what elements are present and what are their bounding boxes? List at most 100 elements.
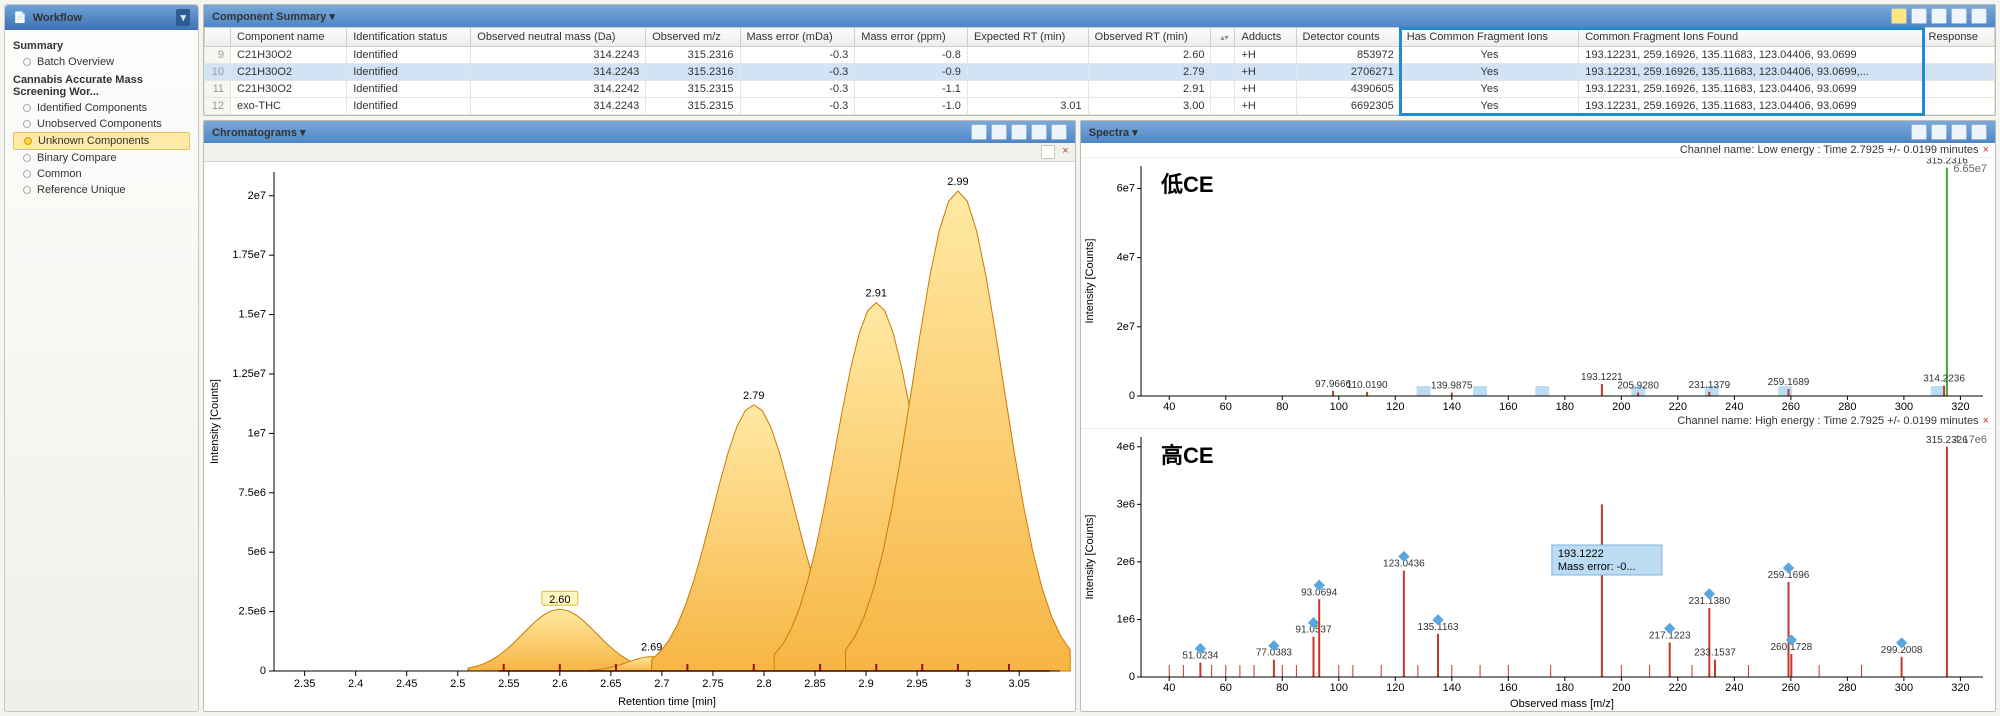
svg-text:205.9280: 205.9280 — [1617, 381, 1659, 392]
svg-text:1.5e7: 1.5e7 — [238, 309, 266, 321]
sidebar-item[interactable]: Identified Components — [13, 100, 190, 116]
high-ce-spectrum[interactable]: 51.023477.038391.053793.0694123.0436135.… — [1081, 429, 1995, 711]
svg-text:6e7: 6e7 — [1116, 182, 1134, 194]
svg-text:200: 200 — [1612, 682, 1630, 694]
svg-text:Intensity [Counts]: Intensity [Counts] — [1084, 239, 1096, 324]
close-icon[interactable]: × — [1983, 144, 1989, 156]
chrom-tool-5[interactable] — [1051, 124, 1067, 140]
svg-text:3: 3 — [965, 678, 971, 690]
spec-tool-2[interactable] — [1931, 124, 1947, 140]
sidebar-item-label: Unobserved Components — [37, 118, 162, 130]
svg-text:233.1537: 233.1537 — [1694, 648, 1736, 659]
svg-text:259.1689: 259.1689 — [1767, 377, 1809, 388]
svg-text:4.17e6: 4.17e6 — [1953, 434, 1987, 446]
sidebar-header[interactable]: 📄 Workflow ▾ — [5, 5, 198, 30]
svg-text:1.75e7: 1.75e7 — [232, 249, 266, 261]
sidebar-item-label: Identified Components — [37, 102, 147, 114]
chrom-tool-1[interactable] — [971, 124, 987, 140]
svg-text:120: 120 — [1386, 401, 1404, 413]
svg-text:3e6: 3e6 — [1116, 499, 1134, 511]
column-header[interactable]: Observed m/z — [646, 28, 740, 47]
svg-text:231.1379: 231.1379 — [1688, 380, 1730, 391]
tool-grid-icon[interactable] — [1911, 8, 1927, 24]
low-ce-note: Channel name: Low energy : Time 2.7925 +… — [1081, 143, 1995, 158]
svg-text:2.91: 2.91 — [866, 288, 887, 300]
svg-text:2.79: 2.79 — [743, 390, 764, 402]
bullet-icon — [24, 137, 32, 145]
panel-title: Chromatograms ▾ — [212, 126, 306, 139]
svg-text:Retention time [min]: Retention time [min] — [618, 696, 716, 708]
sidebar-item[interactable]: Reference Unique — [13, 182, 190, 198]
spec-tool-4[interactable] — [1971, 124, 1987, 140]
chrom-tool-3[interactable] — [1011, 124, 1027, 140]
table-row[interactable]: 12exo-THCIdentified314.2243315.2315-0.3-… — [205, 98, 1995, 115]
column-header[interactable]: Response — [1922, 28, 1994, 47]
column-header[interactable]: Adducts — [1235, 28, 1296, 47]
column-header[interactable]: Common Fragment Ions Found — [1579, 28, 1922, 47]
pin-icon[interactable] — [1041, 145, 1055, 159]
svg-text:200: 200 — [1612, 401, 1630, 413]
svg-text:2.55: 2.55 — [498, 678, 519, 690]
sidebar-item[interactable]: Unknown Components — [13, 132, 190, 150]
svg-text:2.60: 2.60 — [549, 594, 570, 606]
svg-text:280: 280 — [1838, 401, 1856, 413]
svg-text:4e7: 4e7 — [1116, 252, 1134, 264]
svg-text:2.5e6: 2.5e6 — [238, 606, 266, 618]
column-header[interactable]: Observed neutral mass (Da) — [471, 28, 646, 47]
sidebar-item[interactable]: Unobserved Components — [13, 116, 190, 132]
folder-icon: 📄 — [13, 11, 27, 24]
chevron-down-icon[interactable]: ▾ — [176, 9, 190, 26]
column-header[interactable]: Has Common Fragment Ions — [1400, 28, 1578, 47]
svg-text:240: 240 — [1725, 682, 1743, 694]
component-summary-table[interactable]: Component nameIdentification statusObser… — [204, 27, 1995, 115]
svg-text:低CE: 低CE — [1160, 172, 1214, 197]
tool-flag-icon[interactable] — [1891, 8, 1907, 24]
column-header[interactable]: Identification status — [347, 28, 471, 47]
spectra-panel: Spectra ▾ Channel name: Low energy : Tim… — [1080, 120, 1996, 712]
chrom-subheader: × — [204, 143, 1075, 162]
svg-text:2.9: 2.9 — [858, 678, 873, 690]
sidebar-item[interactable]: Common — [13, 166, 190, 182]
sidebar-item[interactable]: Batch Overview — [13, 54, 190, 70]
sidebar-group-label: Cannabis Accurate Mass Screening Wor... — [13, 74, 190, 98]
svg-text:1e7: 1e7 — [248, 427, 266, 439]
close-icon[interactable]: × — [1983, 415, 1989, 427]
table-row[interactable]: 10C21H30O2Identified314.2243315.2316-0.3… — [205, 64, 1995, 81]
component-summary-header[interactable]: Component Summary ▾ — [204, 5, 1995, 27]
spec-tool-1[interactable] — [1911, 124, 1927, 140]
bullet-icon — [23, 104, 31, 112]
sidebar-item-label: Common — [37, 168, 82, 180]
svg-text:140: 140 — [1442, 682, 1460, 694]
column-header[interactable]: Component name — [231, 28, 347, 47]
chromatogram-plot[interactable]: 2.602.692.792.912.992.352.42.452.52.552.… — [204, 162, 1075, 711]
chrom-tool-4[interactable] — [1031, 124, 1047, 140]
svg-text:320: 320 — [1951, 682, 1969, 694]
table-row[interactable]: 9C21H30O2Identified314.2243315.2316-0.3-… — [205, 47, 1995, 64]
tool-chart-icon[interactable] — [1931, 8, 1947, 24]
svg-text:2.65: 2.65 — [600, 678, 621, 690]
column-header[interactable]: Observed RT (min) — [1088, 28, 1211, 47]
svg-text:2.7: 2.7 — [654, 678, 669, 690]
sidebar-item[interactable]: Binary Compare — [13, 150, 190, 166]
chrom-tool-2[interactable] — [991, 124, 1007, 140]
tool-settings-icon[interactable] — [1971, 8, 1987, 24]
spectra-header[interactable]: Spectra ▾ — [1081, 121, 1995, 143]
svg-text:220: 220 — [1668, 401, 1686, 413]
column-header[interactable] — [205, 28, 231, 47]
bullet-icon — [23, 120, 31, 128]
svg-text:2.69: 2.69 — [641, 642, 662, 654]
chromatogram-header[interactable]: Chromatograms ▾ — [204, 121, 1075, 143]
column-header[interactable]: Mass error (ppm) — [855, 28, 968, 47]
table-row[interactable]: 11C21H30O2Identified314.2242315.2315-0.3… — [205, 81, 1995, 98]
spec-tool-3[interactable] — [1951, 124, 1967, 140]
svg-text:180: 180 — [1555, 682, 1573, 694]
column-header[interactable]: Expected RT (min) — [967, 28, 1088, 47]
column-header[interactable]: Detector counts — [1296, 28, 1400, 47]
column-header[interactable]: ▴▾ — [1211, 28, 1235, 47]
svg-text:60: 60 — [1219, 682, 1231, 694]
sidebar-group-label: Summary — [13, 40, 190, 52]
tool-export-icon[interactable] — [1951, 8, 1967, 24]
low-ce-spectrum[interactable]: 315.231697.9666110.0190139.9875193.12212… — [1081, 158, 1995, 414]
close-icon[interactable]: × — [1062, 145, 1068, 159]
column-header[interactable]: Mass error (mDa) — [740, 28, 855, 47]
